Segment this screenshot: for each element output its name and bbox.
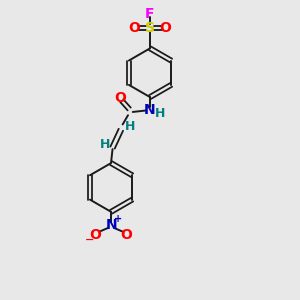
Text: H: H: [125, 120, 136, 133]
Text: H: H: [100, 138, 110, 151]
Text: +: +: [113, 214, 122, 224]
Text: O: O: [129, 21, 140, 35]
Text: H: H: [154, 107, 165, 120]
Text: N: N: [105, 218, 117, 232]
Text: −: −: [84, 235, 94, 245]
Text: O: O: [114, 91, 126, 105]
Text: O: O: [121, 228, 133, 242]
Text: O: O: [160, 21, 171, 35]
Text: F: F: [145, 7, 155, 21]
Text: S: S: [145, 21, 155, 35]
Text: N: N: [144, 103, 156, 118]
Text: O: O: [90, 228, 101, 242]
